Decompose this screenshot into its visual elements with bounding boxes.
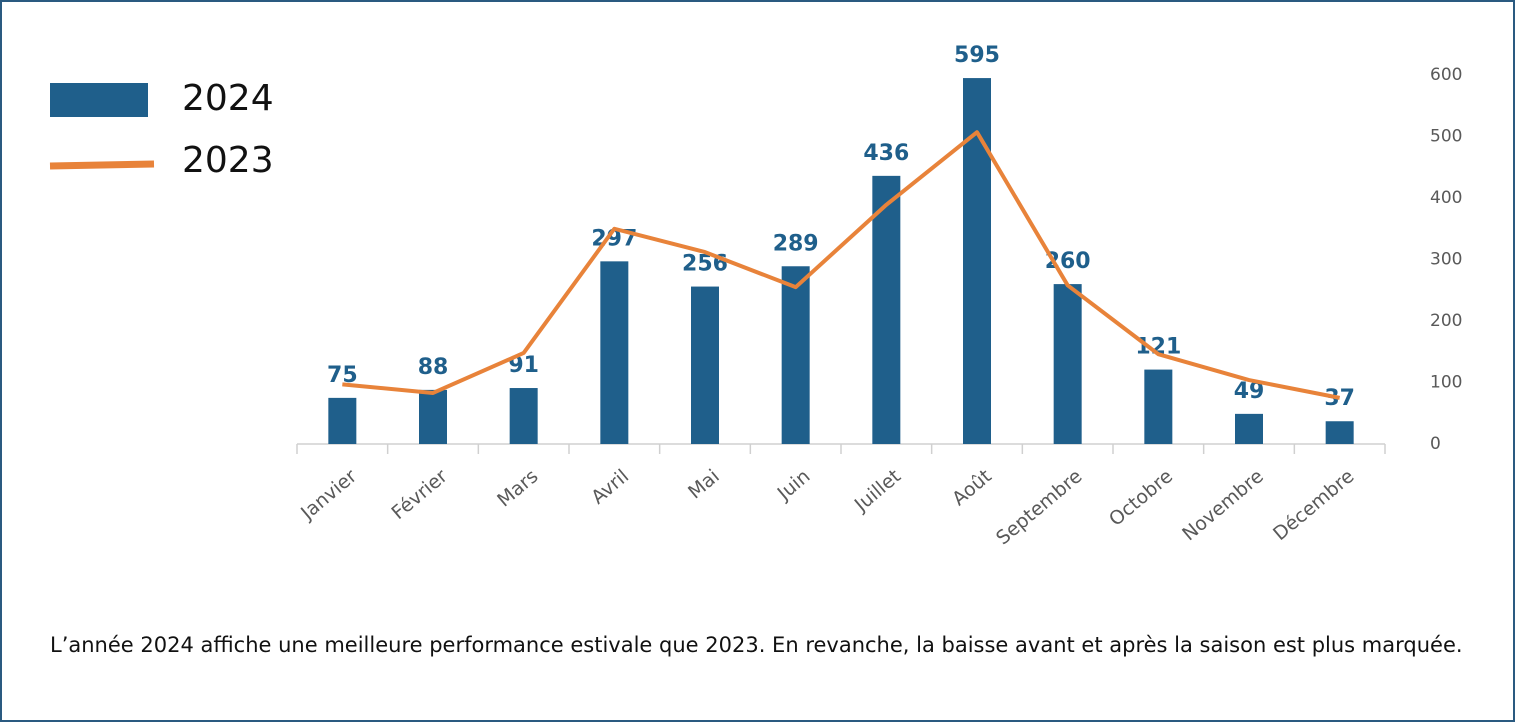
x-tick-label: Janvier: [296, 465, 361, 525]
x-tick-label: Mai: [684, 465, 724, 503]
x-tick-label: Octobre: [1105, 465, 1177, 530]
data-label: 256: [682, 252, 728, 277]
x-tick-label: Février: [387, 465, 451, 524]
bar: [1235, 413, 1263, 444]
legend-label: 2024: [182, 78, 274, 119]
y-tick-label: 0: [1430, 434, 1441, 454]
bar: [781, 266, 810, 444]
data-label: 595: [954, 43, 1000, 68]
y-tick-label: 600: [1430, 65, 1462, 85]
bar: [1325, 421, 1354, 444]
y-tick-label: 200: [1430, 311, 1462, 331]
bar: [419, 389, 447, 444]
chart: 0 100 200 300 400 500 600 Janvier Février Mars Avr…: [49, 43, 1462, 549]
y-tick-label: 300: [1430, 250, 1462, 270]
x-tick-label: Avril: [587, 465, 633, 509]
y-tick-label: 100: [1430, 373, 1462, 393]
bar: [328, 397, 357, 444]
x-tick-label: Décembre: [1269, 465, 1358, 545]
data-label: 436: [863, 141, 909, 166]
bar: [600, 261, 629, 444]
legend-label: 2023: [182, 140, 274, 181]
x-tick-label: Août: [948, 465, 996, 510]
legend-swatch: [50, 83, 148, 117]
bar: [509, 388, 538, 444]
legend-swatch: [49, 160, 155, 170]
bar: [1144, 369, 1173, 444]
x-tick-label: Novembre: [1178, 465, 1268, 545]
line: [342, 130, 1341, 400]
data-label: 289: [773, 231, 819, 256]
x-tick-label: Juin: [773, 465, 815, 505]
caption: L’année 2024 affiche une meilleure perfo…: [50, 633, 1463, 657]
bar: [1053, 284, 1082, 444]
x-tick-label: Septembre: [992, 465, 1086, 549]
x-tick-label: Mars: [493, 465, 542, 511]
data-label: 37: [1324, 386, 1355, 411]
bar: [691, 286, 719, 444]
y-tick-label: 400: [1430, 188, 1462, 208]
y-tick-label: 500: [1430, 127, 1462, 147]
bar: [872, 175, 901, 445]
x-tick-label: Juillet: [850, 465, 905, 516]
data-label: 88: [418, 355, 449, 380]
